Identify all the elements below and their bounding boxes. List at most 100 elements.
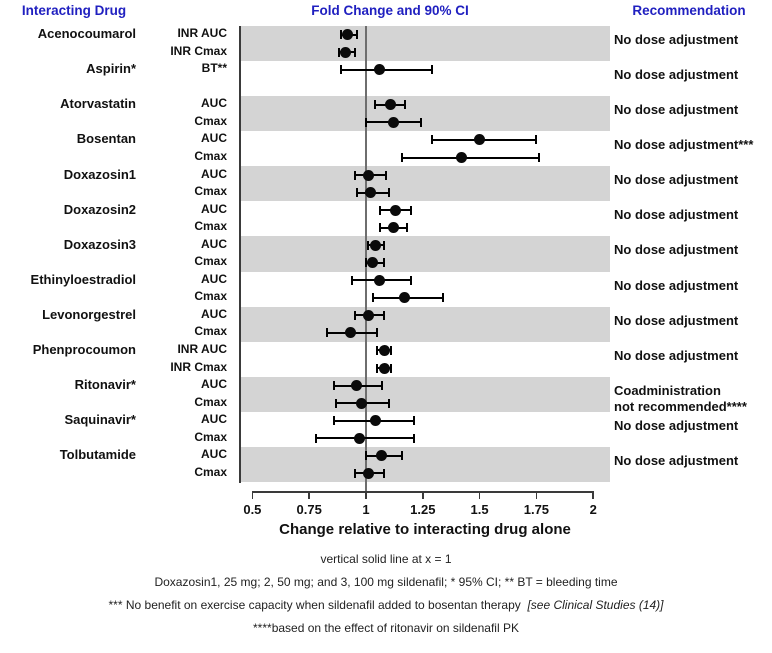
ci-cap xyxy=(353,310,356,320)
footnote-ritonavir: ****based on the effect of ritonavir on … xyxy=(253,621,519,635)
recommendation-text: No dose adjustment xyxy=(614,277,739,293)
ci-cap xyxy=(355,188,358,198)
column-header-recommendation: Recommendation xyxy=(632,3,746,18)
measure-label: AUC xyxy=(201,271,227,286)
shaded-band xyxy=(240,446,610,483)
point-marker xyxy=(387,222,399,234)
recommendation-text: No dose adjustment xyxy=(614,452,739,468)
point-marker xyxy=(387,116,399,128)
drug-label: Bosentan xyxy=(76,131,136,147)
measure-label: AUC xyxy=(201,447,227,462)
measure-label: AUC xyxy=(201,131,227,146)
ci-cap xyxy=(365,117,367,127)
x-axis-tick xyxy=(308,491,310,499)
x-axis-tick-label: 1.5 xyxy=(470,502,489,517)
ci-cap xyxy=(333,416,336,426)
drug-label: Phenprocoumon xyxy=(32,341,136,357)
footnote-doses-and-abbreviations: Doxazosin1, 25 mg; 2, 50 mg; and 3, 100 … xyxy=(154,575,618,589)
x-axis-title: Change relative to interacting drug alon… xyxy=(279,521,571,538)
ci-bar xyxy=(402,156,539,159)
ci-bar xyxy=(341,68,432,71)
ci-cap xyxy=(376,363,379,373)
recommendation-text: not recommended**** xyxy=(614,398,747,414)
ci-cap xyxy=(412,416,415,426)
recommendation-text: Coadministration xyxy=(614,382,721,398)
x-axis-tick-label: 0.5 xyxy=(243,502,262,517)
ci-cap xyxy=(376,328,379,338)
x-axis-tick xyxy=(365,491,367,499)
footnote-bosentan-text: *** No benefit on exercise capacity when… xyxy=(108,598,521,612)
drug-label: Levonorgestrel xyxy=(42,306,136,322)
point-marker xyxy=(385,99,397,111)
ci-cap xyxy=(374,100,377,110)
recommendation-text: No dose adjustment xyxy=(614,347,739,363)
footnote-bosentan: *** No benefit on exercise capacity when… xyxy=(0,598,772,612)
ci-cap xyxy=(378,205,381,215)
measure-label: INR AUC xyxy=(177,341,227,356)
recommendation-text: No dose adjustment*** xyxy=(614,137,754,153)
measure-label: Cmax xyxy=(194,289,227,304)
x-axis-tick-label: 0.75 xyxy=(296,502,322,517)
ci-cap xyxy=(365,258,367,268)
point-marker xyxy=(362,467,374,479)
point-marker xyxy=(390,204,402,216)
ci-cap xyxy=(430,135,433,145)
measure-label: Cmax xyxy=(194,113,227,128)
x-axis-tick xyxy=(478,491,481,499)
measure-label: AUC xyxy=(201,96,227,111)
measure-label: Cmax xyxy=(194,184,227,199)
measure-label: Cmax xyxy=(194,254,227,269)
x-axis-tick-label: 1.25 xyxy=(410,502,436,517)
point-marker xyxy=(367,257,379,269)
ci-cap xyxy=(315,433,318,443)
ci-cap xyxy=(333,381,336,390)
ci-bar xyxy=(316,437,414,440)
ci-cap xyxy=(353,468,356,478)
point-marker xyxy=(362,169,374,181)
measure-label: Cmax xyxy=(194,394,227,409)
shaded-band xyxy=(240,166,610,202)
ci-cap xyxy=(389,345,392,355)
column-header-interacting-drug: Interacting Drug xyxy=(21,3,127,18)
ci-cap xyxy=(410,205,413,215)
ci-cap xyxy=(535,135,538,145)
point-marker xyxy=(362,309,374,321)
ci-cap xyxy=(337,47,340,57)
recommendation-text: No dose adjustment xyxy=(614,67,739,83)
ci-cap xyxy=(383,468,386,478)
plot-left-border xyxy=(239,26,241,484)
x-axis-tick-label: 2 xyxy=(589,502,597,517)
ci-cap xyxy=(365,451,367,461)
point-marker xyxy=(340,46,352,58)
ci-cap xyxy=(419,117,422,127)
x-axis-tick xyxy=(251,491,254,499)
recommendation-text: No dose adjustment xyxy=(614,172,739,188)
measure-label: INR AUC xyxy=(177,26,227,41)
ci-cap xyxy=(401,153,404,163)
measure-label: INR Cmax xyxy=(170,43,227,58)
x-axis-tick xyxy=(422,491,424,499)
point-marker xyxy=(474,134,486,146)
recommendation-text: No dose adjustment xyxy=(614,312,739,328)
ci-cap xyxy=(430,65,433,75)
ci-cap xyxy=(353,170,356,180)
ci-cap xyxy=(410,275,413,285)
ci-cap xyxy=(387,398,390,408)
recommendation-text: No dose adjustment xyxy=(614,417,739,433)
ci-cap xyxy=(378,223,381,233)
drug-label: Ethinyloestradiol xyxy=(30,271,136,287)
ci-cap xyxy=(326,328,329,338)
x-axis-tick xyxy=(535,491,538,499)
ci-cap xyxy=(355,30,358,40)
point-marker xyxy=(369,239,381,251)
measure-label: AUC xyxy=(201,201,227,216)
measure-label: INR Cmax xyxy=(170,359,227,374)
measure-label: Cmax xyxy=(194,464,227,479)
measure-label: AUC xyxy=(201,377,227,391)
drug-label: Doxazosin1 xyxy=(63,166,136,182)
point-marker xyxy=(378,344,390,356)
measure-label: Cmax xyxy=(194,149,227,164)
shaded-band xyxy=(240,376,610,412)
drug-label: Atorvastatin xyxy=(60,96,136,112)
ci-cap xyxy=(367,240,370,250)
